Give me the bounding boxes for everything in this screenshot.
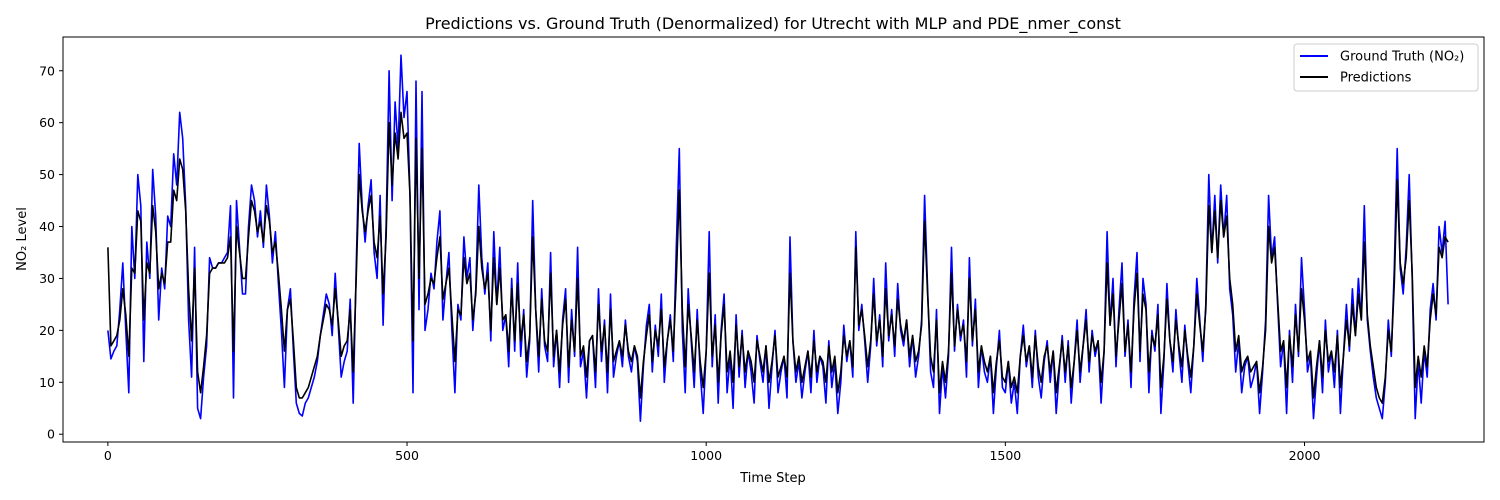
plot-area <box>62 36 1485 443</box>
x-tick-label: 0 <box>104 448 112 463</box>
series-line-0 <box>107 54 1449 422</box>
y-axis-label: NO₂ Level <box>15 207 30 271</box>
y-tick-label: 70 <box>39 63 55 78</box>
y-tick-label: 0 <box>47 427 55 442</box>
y-tick-label: 40 <box>39 219 55 234</box>
y-tick-label: 60 <box>39 115 55 130</box>
series-line-1 <box>107 111 1449 404</box>
x-tick-label: 2000 <box>1289 448 1321 463</box>
x-axis: 0 500 1000 1500 2000 <box>104 442 1321 463</box>
legend-label-0: Ground Truth (NO₂) <box>1340 50 1464 65</box>
legend-box <box>1293 43 1479 92</box>
x-tick-label: 1000 <box>690 448 722 463</box>
y-axis: 0 10 20 30 40 50 60 70 <box>39 63 63 442</box>
x-tick-label: 500 <box>395 448 419 463</box>
y-tick-label: 50 <box>39 167 55 182</box>
y-tick-label: 30 <box>39 271 55 286</box>
x-tick-label: 1500 <box>989 448 1021 463</box>
legend: Ground Truth (NO₂) Predictions <box>1293 43 1479 92</box>
y-tick-label: 20 <box>39 323 55 338</box>
x-axis-label: Time Step <box>739 471 806 486</box>
plot-frame <box>62 36 1485 443</box>
legend-label-1: Predictions <box>1340 71 1412 86</box>
y-tick-label: 10 <box>39 375 55 390</box>
chart-title: Predictions vs. Ground Truth (Denormaliz… <box>425 14 1121 34</box>
